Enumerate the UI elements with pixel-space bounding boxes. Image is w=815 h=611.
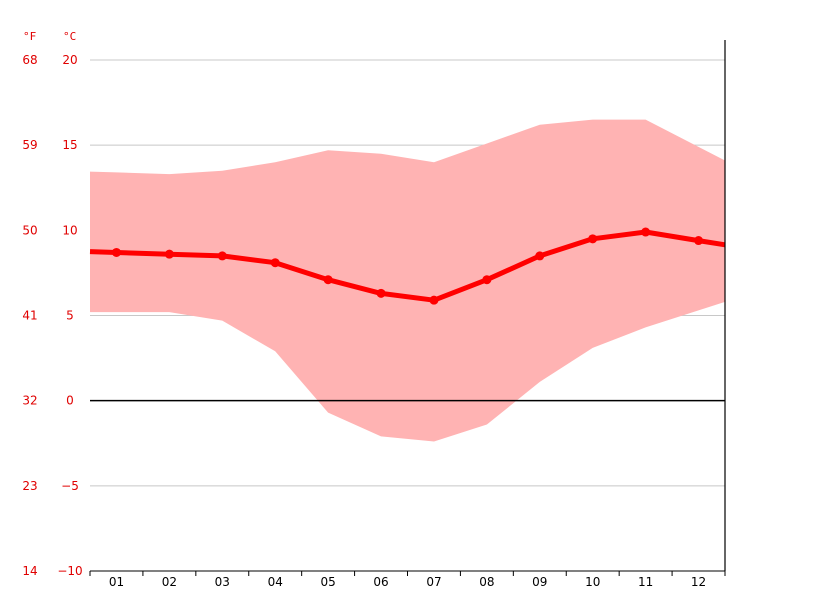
y-tick-label-c: 0 [66,394,74,408]
celsius-unit-label: °C [63,30,76,43]
y-tick-label-c: 5 [66,309,74,323]
axes [89,40,726,576]
temperature-range [90,119,725,442]
mean-temperature-line [89,227,726,305]
x-tick-label: 01 [109,575,124,589]
mean-point [429,295,439,305]
mean-point [588,234,598,244]
x-tick-label: 12 [691,575,706,589]
x-tick-label: 04 [268,575,283,589]
x-tick-label: 10 [585,575,600,589]
x-tick-label: 03 [215,575,230,589]
y-tick-label-f: 14 [22,564,37,578]
mean-point [111,247,121,257]
y-tick-label-f: 59 [22,138,37,152]
mean-point [535,251,545,261]
y-tick-label-c: −5 [61,479,79,493]
y-tick-label-f: 68 [22,53,37,67]
y-tick-labels: 68 20 59 15 50 10 41 5 32 0 23 −5 14 −10 [22,53,82,578]
mean-point [217,251,227,261]
x-tick-label: 06 [373,575,388,589]
y-tick-label-c: 15 [62,138,77,152]
y-tick-label-f: 41 [22,309,37,323]
range-area [90,119,725,442]
x-tick-labels: 01 02 03 04 05 06 07 08 09 10 11 12 [109,575,706,589]
x-tick-label: 02 [162,575,177,589]
mean-point [482,275,492,285]
y-tick-label-c: −10 [57,564,82,578]
x-tick-label: 09 [532,575,547,589]
x-tick-label: 11 [638,575,653,589]
mean-point [376,288,386,298]
y-tick-label-f: 50 [22,223,37,237]
mean-point [164,249,174,259]
x-tick-label: 07 [426,575,441,589]
y-tick-label-c: 20 [62,53,77,67]
y-tick-label-c: 10 [62,223,77,237]
x-tick-label: 08 [479,575,494,589]
mean-point [270,258,280,268]
x-tick-label: 05 [320,575,335,589]
y-tick-label-f: 32 [22,394,37,408]
mean-point [323,275,333,285]
mean-point [641,227,651,237]
y-tick-label-f: 23 [22,479,37,493]
mean-point [694,236,704,246]
mean-line-path [89,229,726,303]
fahrenheit-unit-label: °F [23,30,36,43]
